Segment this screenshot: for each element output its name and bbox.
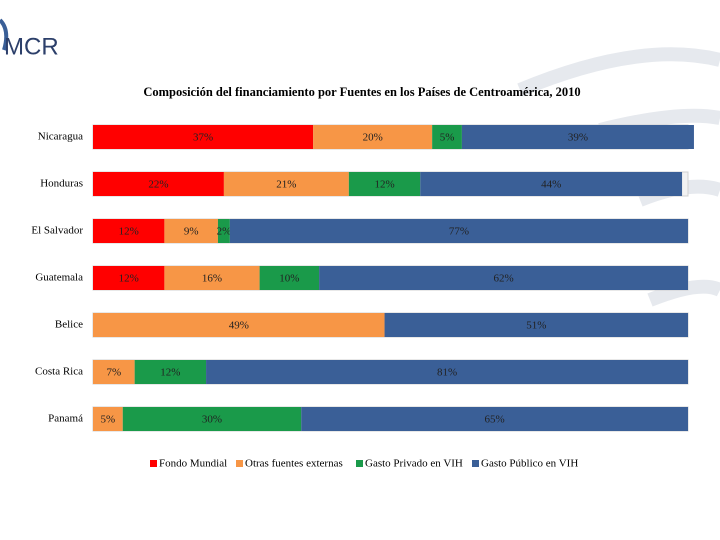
bar-segment xyxy=(164,266,260,290)
legend-label: Gasto Privado en VIH xyxy=(365,458,463,470)
bar-segment xyxy=(313,125,433,149)
data-label: 12% xyxy=(374,179,394,191)
chart-title: Composición del financiamiento por Fuent… xyxy=(143,85,580,99)
bar-segment xyxy=(348,172,421,196)
logo: MCR xyxy=(0,18,59,60)
bar-segment xyxy=(420,172,683,196)
data-label: 81% xyxy=(437,367,457,379)
data-label: 44% xyxy=(541,179,561,191)
y-tick-label: Honduras xyxy=(40,178,83,190)
bar-segment xyxy=(461,125,694,149)
data-label: 65% xyxy=(485,414,505,426)
bar-segment xyxy=(259,266,320,290)
data-label: 10% xyxy=(279,273,299,285)
bar-segment xyxy=(384,313,688,337)
legend-label: Gasto Público en VIH xyxy=(481,458,578,470)
data-label: 37% xyxy=(193,132,213,144)
bar-segment xyxy=(217,219,230,243)
bar-segment xyxy=(93,313,385,337)
bar-segment xyxy=(206,360,689,384)
data-label: 30% xyxy=(202,414,222,426)
bar-segment xyxy=(93,125,314,149)
data-label: 39% xyxy=(568,132,588,144)
legend-swatch xyxy=(236,460,243,467)
data-label: 12% xyxy=(119,273,139,285)
data-label: 12% xyxy=(119,226,139,238)
y-tick-label: Nicaragua xyxy=(38,131,83,143)
bar-segment xyxy=(134,360,207,384)
data-label: 5% xyxy=(440,132,455,144)
data-label: 51% xyxy=(526,320,546,332)
y-tick-label: Belice xyxy=(55,319,83,331)
data-label: 5% xyxy=(101,414,116,426)
data-label: 77% xyxy=(449,226,469,238)
data-label: 62% xyxy=(493,273,513,285)
data-label: 9% xyxy=(184,226,199,238)
legend-label: Fondo Mundial xyxy=(159,458,227,470)
data-label: 21% xyxy=(276,179,296,191)
bar-segment xyxy=(319,266,688,290)
data-label: 16% xyxy=(202,273,222,285)
bar-segment xyxy=(93,172,224,196)
y-tick-label: Costa Rica xyxy=(35,366,83,378)
legend-label: Otras fuentes externas xyxy=(245,458,343,470)
y-tick-label: Panamá xyxy=(48,413,83,425)
y-tick-label: Guatemala xyxy=(35,272,83,284)
data-label: 12% xyxy=(160,367,180,379)
legend-swatch xyxy=(356,460,363,467)
bar-segment xyxy=(164,219,218,243)
bar-segment xyxy=(432,125,462,149)
legend-swatch xyxy=(472,460,479,467)
bar-segment xyxy=(93,266,165,290)
bar-segment xyxy=(223,172,349,196)
legend-swatch xyxy=(150,460,157,467)
data-label: 7% xyxy=(106,367,121,379)
data-label: 20% xyxy=(363,132,383,144)
bar-segment xyxy=(301,407,688,431)
bar-segment xyxy=(93,360,135,384)
bar-segment xyxy=(93,219,165,243)
y-tick-label: El Salvador xyxy=(31,225,83,237)
bar-segment xyxy=(93,407,123,431)
logo-text: MCR xyxy=(4,33,59,60)
bar-segment xyxy=(229,219,688,243)
data-label: 49% xyxy=(229,320,249,332)
bar-segment xyxy=(122,407,302,431)
data-label: 2% xyxy=(217,226,232,238)
data-label: 22% xyxy=(148,179,168,191)
